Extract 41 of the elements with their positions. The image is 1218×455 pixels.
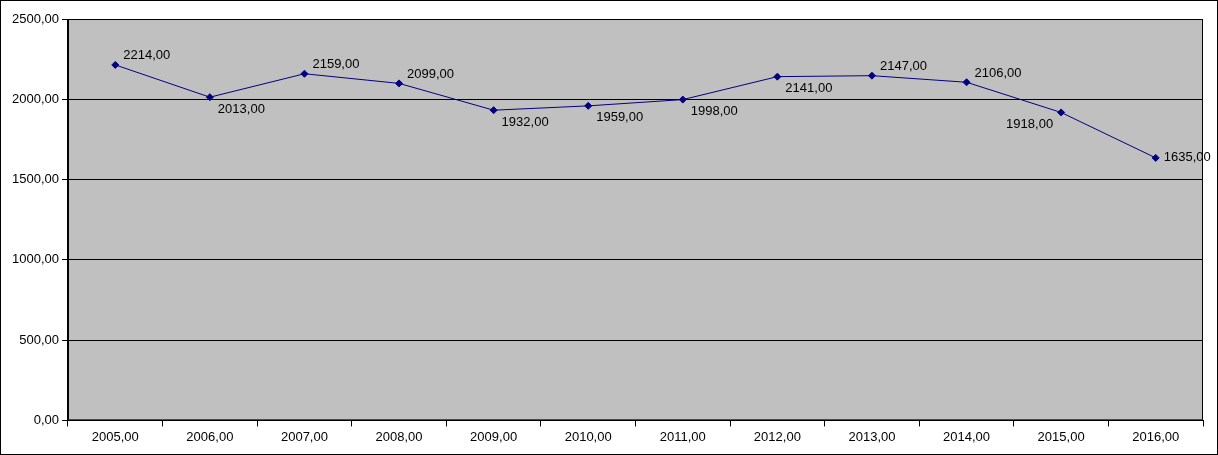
x-tick-label: 2005,00 [91,428,139,444]
x-tick-label: 2011,00 [659,428,706,444]
point [867,71,876,80]
y-tick-label: 500,00 [19,331,59,347]
x-tick-label: 2015,00 [1037,428,1085,444]
point [773,72,782,81]
data-label: 2099,00 [407,65,455,81]
point [678,95,687,104]
x-tick-label: 2010,00 [564,428,612,444]
data-label: 1932,00 [501,113,549,129]
data-label: 2013,00 [217,100,265,116]
point [584,101,593,110]
x-tick-label: 2008,00 [375,428,423,444]
x-tick-label: 2006,00 [186,428,234,444]
data-label: 2159,00 [312,56,360,72]
x-tick-label: 2007,00 [280,428,328,444]
y-tick-label: 0,00 [33,411,59,427]
x-tick-label: 2014,00 [943,428,991,444]
data-label: 2141,00 [785,80,833,96]
point [962,78,971,87]
data-label: 2106,00 [974,64,1022,80]
data-label: 2147,00 [879,58,927,74]
y-tick-label: 1000,00 [11,251,59,267]
point [111,60,120,69]
point [1057,108,1066,117]
point [205,93,214,102]
x-tick-label: 2016,00 [1132,428,1180,444]
y-tick-label: 1500,00 [11,171,59,187]
x-tick-label: 2012,00 [753,428,801,444]
data-label: 1998,00 [690,103,738,119]
point [300,69,309,78]
y-tick-label: 2500,00 [11,10,59,26]
y-tick-label: 2000,00 [11,90,59,106]
point [1151,153,1160,162]
data-label: 2214,00 [123,47,171,63]
point [489,106,498,115]
x-tick-label: 2013,00 [848,428,896,444]
data-label: 1959,00 [596,109,644,125]
point [395,79,404,88]
data-label: 1918,00 [1006,116,1054,132]
x-tick-label: 2009,00 [470,428,518,444]
